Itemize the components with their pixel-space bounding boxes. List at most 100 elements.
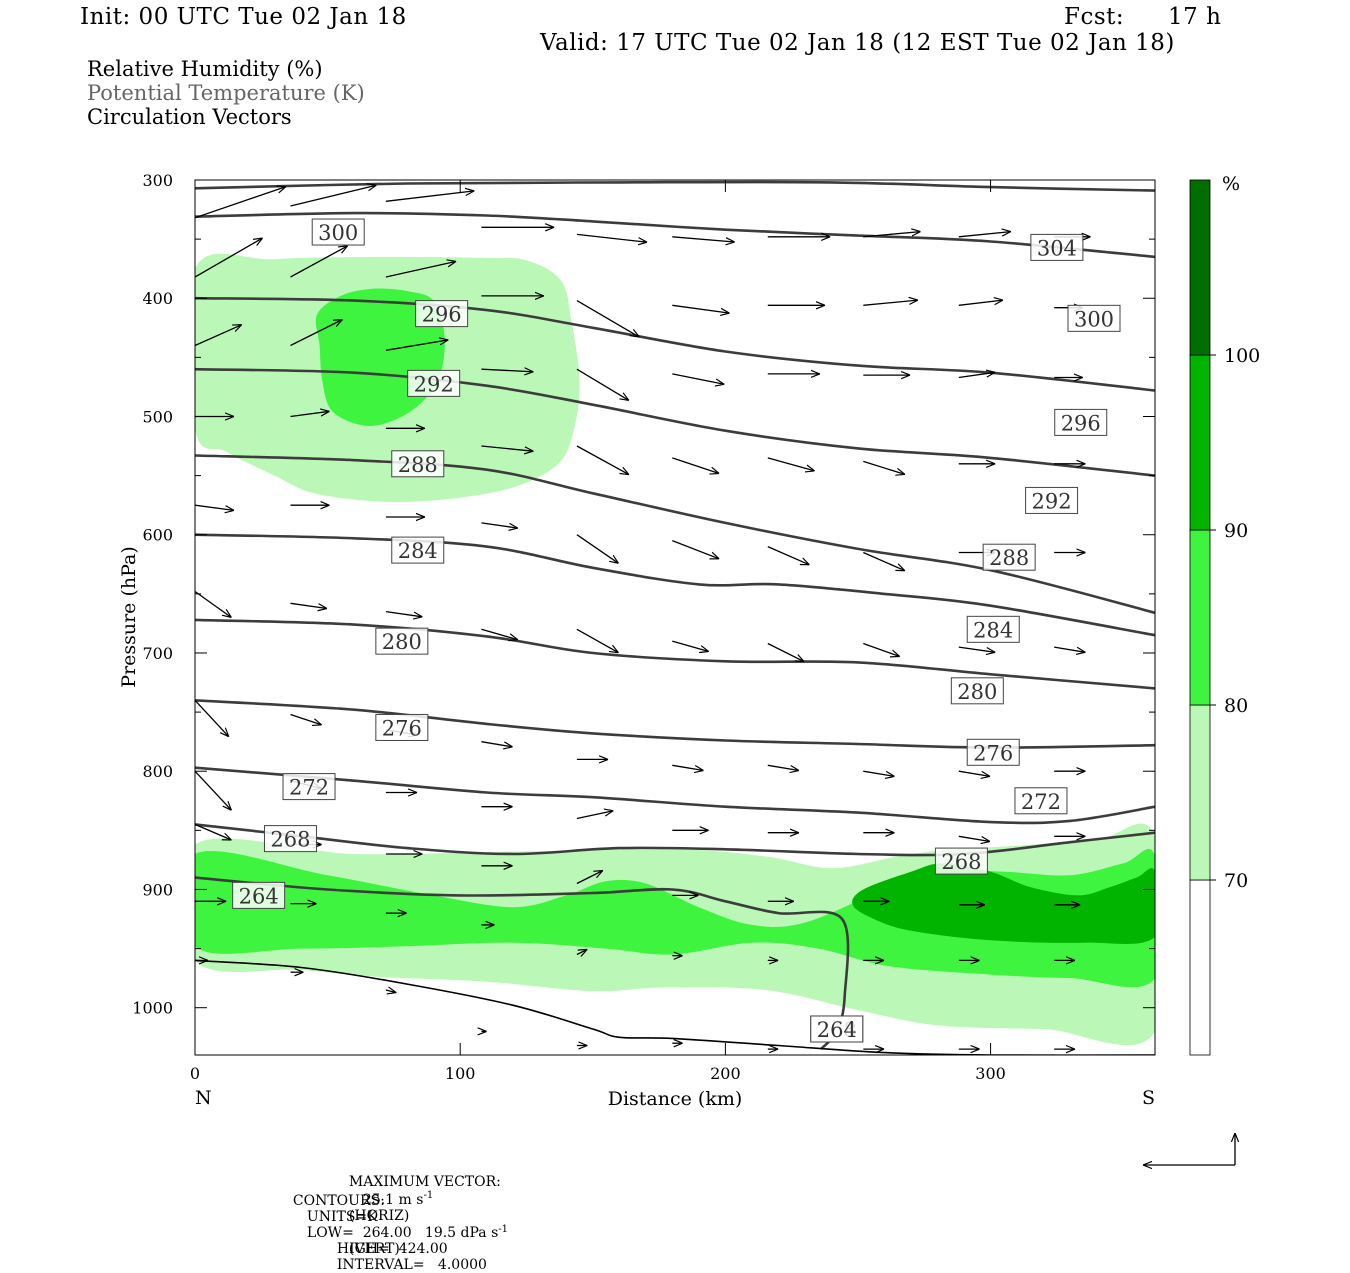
x-end-label-north: N (195, 1087, 212, 1109)
valid-time: Valid: 17 UTC Tue 02 Jan 18 (12 EST Tue … (540, 30, 1175, 56)
circulation-vector (481, 369, 533, 372)
theta-label-text: 292 (414, 372, 454, 396)
x-tick-label: 0 (190, 1064, 200, 1083)
theta-label-text: 300 (1074, 307, 1114, 331)
theta-label-296: 296 (1054, 408, 1108, 436)
circulation-vector (385, 610, 422, 617)
theta-label-276: 276 (966, 738, 1020, 766)
circulation-vector (767, 546, 810, 565)
theta-label-304: 304 (1030, 233, 1084, 261)
circulation-vector (290, 411, 330, 418)
theta-label-text: 284 (398, 539, 438, 563)
theta-label-box (375, 713, 429, 741)
circulation-vector (195, 187, 286, 219)
contours-units: UNITS=K (306, 1209, 378, 1225)
theta-label-288: 288 (391, 450, 445, 478)
x-tick-label: 200 (710, 1064, 741, 1083)
circulation-vector (576, 628, 619, 652)
circulation-vector (672, 373, 724, 384)
theta-label-264: 264 (232, 881, 286, 909)
y-tick-label: 500 (142, 407, 173, 426)
theta-label-text: 280 (382, 630, 422, 654)
circulation-vector (576, 233, 647, 242)
y-tick-label: 900 (142, 880, 173, 899)
theta-label-box (407, 369, 461, 397)
theta-label-text: 264 (817, 1018, 857, 1042)
theta-contour-8 (195, 766, 1155, 825)
circulation-vector (576, 534, 619, 564)
theta-label-box (415, 300, 469, 328)
theta-label-264: 264 (810, 1015, 864, 1043)
y-axis-label: Pressure (hPa) (118, 546, 140, 688)
circulation-vector (863, 551, 905, 571)
x-tick-label: 300 (975, 1064, 1006, 1083)
theta-label-288: 288 (982, 543, 1036, 571)
theta-contour-2 (195, 296, 1155, 392)
x-end-label-south: S (1142, 1087, 1155, 1109)
theta-label-text: 288 (989, 546, 1029, 570)
circulation-vector (767, 764, 799, 770)
theta-label-text: 276 (973, 741, 1013, 765)
circulation-vector (672, 764, 703, 770)
theta-label-296: 296 (415, 300, 469, 328)
circulation-vector (672, 539, 719, 559)
circulation-vector (863, 642, 899, 657)
legend-rh: Relative Humidity (%) (87, 57, 323, 81)
colorbar-bin-70 (1189, 704, 1211, 881)
theta-label-box (810, 1015, 864, 1043)
circulation-vector (958, 372, 995, 379)
colorbar-unit: % (1222, 173, 1240, 195)
theta-label-text: 304 (1037, 236, 1077, 260)
theta-label-284: 284 (966, 615, 1020, 643)
theta-contour-5 (195, 533, 1155, 637)
legend-theta: Potential Temperature (K) (87, 81, 365, 105)
colorbar-tick-label: 70 (1224, 870, 1248, 892)
theta-label-text: 272 (289, 776, 329, 800)
fcst-label: Fcst: (1064, 4, 1125, 30)
x-axis-label: Distance (km) (608, 1088, 743, 1110)
circulation-vector (958, 646, 995, 652)
y-tick-label: 800 (142, 762, 173, 781)
circulation-vector (672, 304, 729, 313)
circulation-vector (290, 602, 327, 608)
circulation-vector (290, 246, 348, 278)
theta-label-box (282, 773, 336, 801)
circulation-vector (863, 460, 905, 474)
theta-label-box (391, 536, 445, 564)
circulation-vector (1054, 646, 1085, 652)
x-tick-label: 100 (445, 1064, 476, 1083)
theta-label-268: 268 (934, 847, 988, 875)
theta-label-280: 280 (375, 627, 429, 655)
circulation-vector (195, 325, 242, 347)
circulation-vector (195, 590, 231, 618)
theta-label-text: 276 (382, 716, 422, 740)
circulation-vector (195, 504, 234, 510)
theta-label-box (934, 847, 988, 875)
theta-label-box (1067, 304, 1121, 332)
theta-label-box (391, 450, 445, 478)
rh-region-90-4 (852, 863, 1155, 944)
circulation-vector (481, 741, 512, 747)
legend-vectors: Circulation Vectors (87, 105, 292, 129)
theta-label-text: 284 (973, 618, 1013, 642)
theta-label-box (232, 881, 286, 909)
theta-label-box (966, 615, 1020, 643)
colorbar-bin-80 (1189, 529, 1211, 706)
theta-label-box (1014, 787, 1068, 815)
theta-label-text: 272 (1021, 790, 1061, 814)
theta-label-272: 272 (1014, 787, 1068, 815)
circulation-vector (863, 300, 918, 306)
circulation-vector (195, 238, 263, 278)
theta-label-text: 268 (941, 850, 981, 874)
theta-label-268: 268 (263, 825, 317, 853)
theta-label-284: 284 (391, 536, 445, 564)
theta-label-text: 296 (1061, 411, 1101, 435)
circulation-vector (385, 340, 448, 351)
circulation-vector (195, 770, 231, 810)
vert-exponent: -1 (498, 1223, 509, 1235)
theta-label-box (263, 825, 317, 853)
footer-contours: CONTOURS: UNITS=K LOW= 264.00 HIGH= 424.… (284, 1177, 487, 1273)
theta-label-box (950, 677, 1004, 705)
y-tick-label: 700 (142, 644, 173, 663)
max-vector-label: MAXIMUM VECTOR: (348, 1174, 501, 1190)
